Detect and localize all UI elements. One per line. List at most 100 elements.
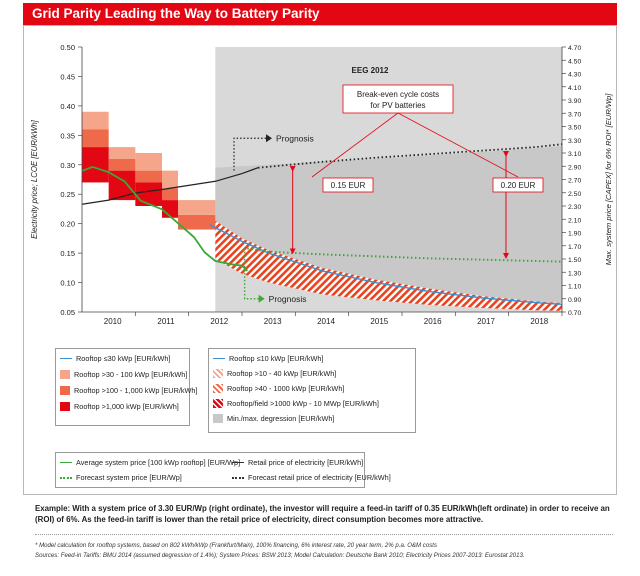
y-tick-label-left: 0.35	[60, 131, 75, 140]
color-swatch	[60, 402, 70, 411]
tariff-step-bar	[162, 188, 178, 201]
y-tick-label-right: 2.10	[568, 217, 581, 224]
prognosis-top-arrow	[266, 134, 272, 143]
tariff-step-bar	[135, 170, 162, 183]
eeg-label: EEG 2012	[352, 66, 389, 75]
legend-item-forecast-retail-price: Forecast retail price of electricity [EU…	[232, 473, 391, 482]
line-swatch	[232, 476, 244, 479]
legend-label: Min./max. degression [EUR/kWh]	[227, 414, 335, 423]
breakeven-label-line2: for PV batteries	[370, 101, 425, 110]
legend-label: Rooftop >40 - 1000 kWp [EUR/kWh]	[227, 384, 345, 393]
legend-label: Retail price of electricity [EUR/kWh]	[248, 458, 364, 467]
color-swatch	[213, 414, 223, 423]
title-bar: Grid Parity Leading the Way to Battery P…	[23, 3, 617, 25]
legend-box-1	[55, 348, 190, 426]
legend-item-rooftop-1000: Rooftop >1,000 kWp [EUR/kWh]	[60, 402, 179, 411]
x-tick-label: 2012	[210, 317, 228, 326]
hatched-tariff-band	[215, 220, 563, 311]
y-tick-label-right: 4.10	[568, 85, 581, 92]
y-tick-label-right: 1.50	[568, 257, 581, 264]
line-swatch	[60, 462, 72, 463]
y-axis-title-right: Max. system price [CAPEX] for 6% ROI* [E…	[604, 93, 613, 266]
y-tick-label-right: 1.10	[568, 284, 581, 291]
y-tick-label-right: 3.30	[568, 138, 581, 145]
tariff-step-bar	[82, 111, 109, 130]
x-tick-label: 2015	[370, 317, 388, 326]
y-tick-label-left: 0.30	[60, 161, 75, 170]
retail-forecast-line	[257, 143, 563, 169]
line-swatch	[232, 462, 244, 463]
legend-label: Average system price [100 kWp rooftop] […	[76, 458, 241, 467]
example-text: Example: With a system price of 3.30 EUR…	[35, 504, 610, 524]
legend-label: Rooftop >100 - 1,000 kWp [EUR/kWh]	[74, 386, 198, 395]
gap-box-2014	[322, 177, 374, 193]
y-tick-label-right: 3.10	[568, 151, 581, 158]
legend-box-3	[55, 452, 365, 488]
x-tick-label: 2010	[104, 317, 122, 326]
tariff-step-bar	[82, 147, 109, 183]
legend-item-rooftop-10-40: Rooftop >10 - 40 kWp [EUR/kWh]	[213, 369, 336, 378]
y-tick-label-right: 0.70	[568, 310, 581, 317]
x-tick-label: 2011	[157, 317, 175, 326]
gap-label-2017: 0.20 EUR	[501, 181, 536, 190]
x-tick-label: 2014	[317, 317, 335, 326]
y-tick-label-right: 2.30	[568, 204, 581, 211]
legend-item-field-1000: Rooftop/field >1000 kWp - 10 MWp [EUR/kW…	[213, 399, 379, 408]
y-tick-label-right: 3.70	[568, 111, 581, 118]
legend-item-rooftop-30-100: Rooftop >30 - 100 kWp [EUR/kWh]	[60, 370, 187, 379]
y-tick-label-right: 1.30	[568, 270, 581, 277]
rooftop-le10-line	[209, 224, 563, 306]
legend-label: Rooftop ≤30 kWp [EUR/kWh]	[76, 354, 171, 363]
y-tick-label-left: 0.10	[60, 279, 75, 288]
tariff-step-bar	[108, 158, 136, 171]
tariff-step-bar	[178, 200, 216, 215]
breakeven-box	[342, 84, 454, 114]
tariff-step-bar	[108, 147, 136, 159]
y-tick-label-right: 2.90	[568, 164, 581, 171]
system-price-line	[81, 165, 248, 272]
color-swatch	[60, 386, 70, 395]
footnote-model: * Model calculation for rooftop systems,…	[35, 542, 438, 549]
y-tick-label-left: 0.45	[60, 72, 75, 81]
gap-box-2017	[492, 177, 544, 193]
x-tick-label: 2016	[424, 317, 442, 326]
y-tick-label-right: 4.70	[568, 45, 581, 52]
y-tick-label-right: 1.70	[568, 244, 581, 251]
legend-item-avg-system-price: Average system price [100 kWp rooftop] […	[60, 458, 240, 467]
tariff-step-bar	[135, 153, 162, 171]
chart-title: Grid Parity Leading the Way to Battery P…	[32, 6, 320, 21]
legend-item-rooftop-40-1000: Rooftop >40 - 1000 kWp [EUR/kWh]	[213, 384, 344, 393]
color-swatch	[60, 370, 70, 379]
line-swatch	[60, 358, 72, 359]
breakeven-pointer	[397, 112, 519, 178]
legend-item-degression: Min./max. degression [EUR/kWh]	[213, 414, 334, 423]
breakeven-label-line1: Break-even cycle costs	[357, 90, 439, 99]
tariff-step-bar	[178, 214, 216, 230]
line-swatch	[60, 476, 72, 479]
gap-label-2014: 0.15 EUR	[331, 181, 366, 190]
y-axis-title-left: Electricity price; LCOE [EUR/kWh]	[30, 119, 39, 239]
prognosis-bottom-connector	[243, 248, 259, 300]
legend-box-2	[208, 348, 416, 433]
y-tick-label-right: 2.50	[568, 191, 581, 198]
x-tick-label: 2017	[477, 317, 495, 326]
tariff-step-bar	[82, 129, 109, 148]
y-tick-label-left: 0.40	[60, 102, 75, 111]
y-tick-label-right: 3.90	[568, 98, 581, 105]
line-swatch	[213, 358, 225, 359]
y-tick-label-left: 0.25	[60, 190, 75, 199]
y-tick-label-right: 4.30	[568, 72, 581, 79]
legend-item-retail-price: Retail price of electricity [EUR/kWh]	[232, 458, 363, 467]
hatch-swatch	[213, 369, 223, 378]
hatch-swatch	[213, 399, 223, 408]
footnote-sources: Sources: Feed-in Tariffs: BMU 2014 (assu…	[35, 552, 525, 559]
legend-item-rooftop-30: Rooftop ≤30 kWp [EUR/kWh]	[60, 354, 170, 363]
legend-label: Rooftop >30 - 100 kWp [EUR/kWh]	[74, 370, 188, 379]
legend-item-rooftop-100-1000: Rooftop >100 - 1,000 kWp [EUR/kWh]	[60, 386, 198, 395]
footer-separator	[35, 534, 613, 535]
tariff-step-bar	[135, 182, 162, 206]
prognosis-top-connector	[233, 137, 266, 171]
y-tick-label-right: 4.50	[568, 58, 581, 65]
legend-label: Forecast retail price of electricity [EU…	[248, 473, 391, 482]
prognosis-bottom-arrow	[258, 294, 265, 303]
